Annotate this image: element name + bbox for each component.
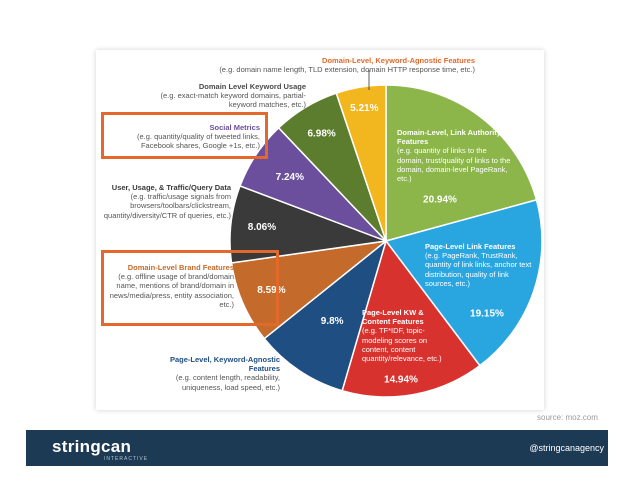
slice-percent-label: 20.94%: [423, 195, 457, 206]
social-handle: @stringcanagency: [529, 443, 604, 453]
slice-label-page-link: Page-Level Link Features (e.g. PageRank,…: [425, 242, 532, 288]
pie-slice: [385, 84, 538, 242]
brand-subtitle: INTERACTIVE: [104, 456, 149, 462]
slice-percent-label: 8.06%: [248, 222, 276, 233]
moz-logo: MOZ: [478, 371, 508, 387]
slice-label-page-kw-content: Page-Level KW & Content Features (e.g. T…: [362, 308, 442, 364]
pie-slice: [263, 238, 388, 392]
slice-label-user-usage-traffic: User, Usage, & Traffic/Query Data (e.g. …: [103, 183, 231, 220]
pie-slice: [384, 198, 543, 367]
slice-label-domain-link-authority: Domain-Level, Link Authority Features (e…: [397, 128, 511, 184]
source-credit: source: moz.com: [537, 413, 598, 422]
highlight-box-domain-brand: [101, 250, 279, 326]
highlight-box-social-metrics: [101, 112, 268, 159]
slice-percent-label: 9.8%: [321, 316, 344, 327]
slice-percent-label: 7.24%: [276, 172, 304, 183]
brand-logo: stringcan: [52, 437, 132, 456]
slice-percent-label: 8.59%: [257, 285, 285, 296]
slice-percent-label: 5.21%: [350, 103, 378, 114]
pie-slice: [341, 239, 481, 398]
footer-bar: [26, 430, 608, 466]
slice-label-domain-keyword-agnostic: Domain-Level, Keyword-Agnostic Features …: [219, 56, 475, 75]
slice-label-domain-keyword-usage: Domain Level Keyword Usage (e.g. exact-m…: [160, 82, 306, 110]
slice-percent-label: 19.15%: [470, 309, 504, 320]
pie-slice: [230, 239, 389, 340]
slice-percent-label: 14.94%: [384, 375, 418, 386]
slice-label-page-keyword-agnostic: Page-Level, Keyword-Agnostic Features (e…: [169, 355, 280, 392]
slice-label-social-metrics: Social Metrics (e.g. quantity/quality of…: [137, 123, 260, 151]
slice-percent-label: 6.98%: [307, 129, 335, 140]
pie-slice: [335, 84, 387, 242]
slice-label-domain-brand: Domain-Level Brand Features (e.g. offlin…: [109, 263, 234, 309]
